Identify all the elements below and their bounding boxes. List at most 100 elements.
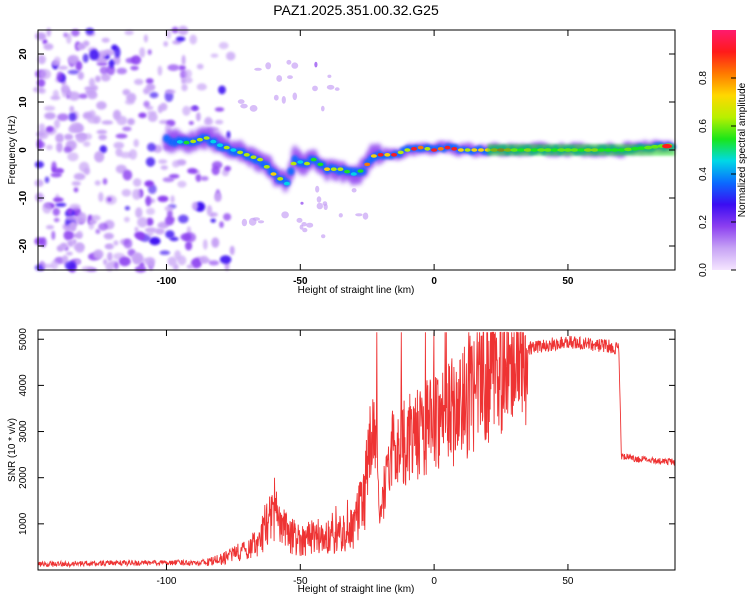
spectrogram-noise-blob [191,201,199,211]
spectrogram-noise-blob [69,203,81,210]
spectrogram-noise-blob [60,242,68,249]
spectrogram-noise-blob [64,133,74,141]
spectrogram-noise-blob [93,249,104,260]
spectrogram-noise-blob [115,148,123,157]
spectrogram-noise-blob [34,161,45,169]
spectrogram-noise-blob [61,254,69,265]
spectrogram-noise-blob [143,34,148,43]
spectrogram-noise-blob [102,178,108,185]
spectrogram-noise-blob [103,258,108,266]
spectrogram-noise-blob [95,58,108,63]
spectrogram-noise-blob [35,192,44,202]
spectrogram-noise-blob [224,165,232,172]
spectrogram-noise-blob [118,256,131,267]
spectrogram-noise-blob [210,53,219,58]
spectrogram-noise-blob [79,134,87,139]
spectrogram-noise-blob [96,129,108,135]
spectrogram-noise-blob [300,201,304,205]
spectrogram-noise-blob [208,260,220,266]
spectrogram-noise-blob [351,188,357,193]
colorbar-tick-label: 0.0 [698,263,709,277]
spectrogram-noise-blob [37,141,45,149]
snr-x-ticks: -100 -50 0 50 [156,330,574,587]
spectrogram-ridge-core [277,177,284,181]
spectrogram-noise-blob [301,222,307,227]
spectrogram-noise-blob [87,90,98,100]
spectrogram-noise-blob [166,30,172,39]
spectrogram-noise-blob [113,55,121,66]
spectrogram-noise-blob [185,241,193,251]
spectrogram-noise-blob [82,53,89,63]
spectrogram-noise-blob [306,222,314,228]
spectrogram-noise-blob [210,218,216,223]
spectrogram-noise-blob [199,258,211,263]
spectrogram-noise-blob [100,73,111,82]
spectrogram-noise-blob [75,258,81,265]
spectrogram-noise-blob [229,245,235,256]
spectrogram-ridge-band [287,167,295,176]
colorbar-gradient [712,30,736,270]
spectrogram-ridge-core [290,161,297,166]
spectrogram-noise-blob [254,67,262,71]
spectrogram-noise-blob [240,103,248,109]
spectrogram-noise-blob [273,94,279,101]
chart-title: PAZ1.2025.351.00.32.G25 [273,2,439,18]
spectrogram-noise-blob [276,75,283,82]
spectrogram-noise-blob [226,130,231,139]
spectrogram-noise-blob [97,50,108,58]
spectrogram-ridge-core [384,153,391,157]
spectrogram-noise-blob [187,168,198,174]
spectrogram-noise-blob [98,134,107,141]
spectrogram-noise-blob [42,39,48,45]
spectrogram-ridge-core [424,147,431,151]
spectrogram-noise-blob [124,216,130,223]
spectrogram-noise-blob [182,77,193,84]
spectrogram-noise-blob [146,110,157,116]
x-tick-label: -50 [293,276,308,287]
spectrogram-ridge-core [223,145,230,150]
snr-y-ticks: 1000 2000 3000 4000 5000 [18,328,675,535]
spectrogram-noise-blob [55,133,64,143]
x-tick-label: 0 [431,576,437,587]
spectrogram-noise-blob [57,65,69,70]
spectrogram-noise-blob [265,62,272,70]
spectrogram-noise-blob [322,201,328,207]
spectrogram-noise-blob [137,217,148,228]
spectrogram-noise-blob [189,34,197,45]
spectrogram-noise-blob [55,202,67,207]
spectrogram-noise-blob [125,57,136,64]
spectrogram-noise-blob [56,142,63,153]
spectrogram-ridge-core [377,153,384,157]
spectrogram-ridge-core [250,155,257,159]
spectrogram-noise-blob [159,102,168,111]
spectrogram-noise-blob [75,60,83,71]
spectrogram-noise-blob [78,93,88,99]
spectrogram-noise-blob [122,126,132,132]
spectrogram-noise-blob [36,131,46,137]
spectrogram-noise-blob [35,32,47,41]
spectrogram-ridge-core [417,145,424,150]
snr-y-axis-label: SNR (10 * v/v) [7,418,18,482]
spectrogram-noise-blob [46,126,54,133]
spectrogram-ridge-core [270,172,277,176]
spectrogram-noise-blob [115,133,128,139]
spectrogram-noise-blob [296,217,303,223]
spectrogram-noise-blob [130,65,139,71]
spectrogram-noise-blob [174,250,182,261]
spectrogram-noise-blob [157,65,163,76]
spectrogram-noise-blob [214,107,225,112]
spectrogram-noise-blob [219,221,224,229]
spectrogram-noise-blob [66,251,73,256]
spectrogram-noise-blob [292,92,298,101]
spectrogram-noise-blob [96,101,107,110]
spectrogram-noise-blob [34,179,44,187]
spectrogram-noise-blob [101,37,110,43]
spectrogram-noise-blob [188,121,194,125]
spectrogram-noise-blob [219,255,232,264]
spectrogram-noise-blob [178,214,189,224]
spectrogram-noise-blob [202,239,208,250]
spectrogram-noise-blob [77,71,85,80]
spectrogram-noise-blob [159,250,171,255]
spectrogram-noise-blob [73,187,79,193]
